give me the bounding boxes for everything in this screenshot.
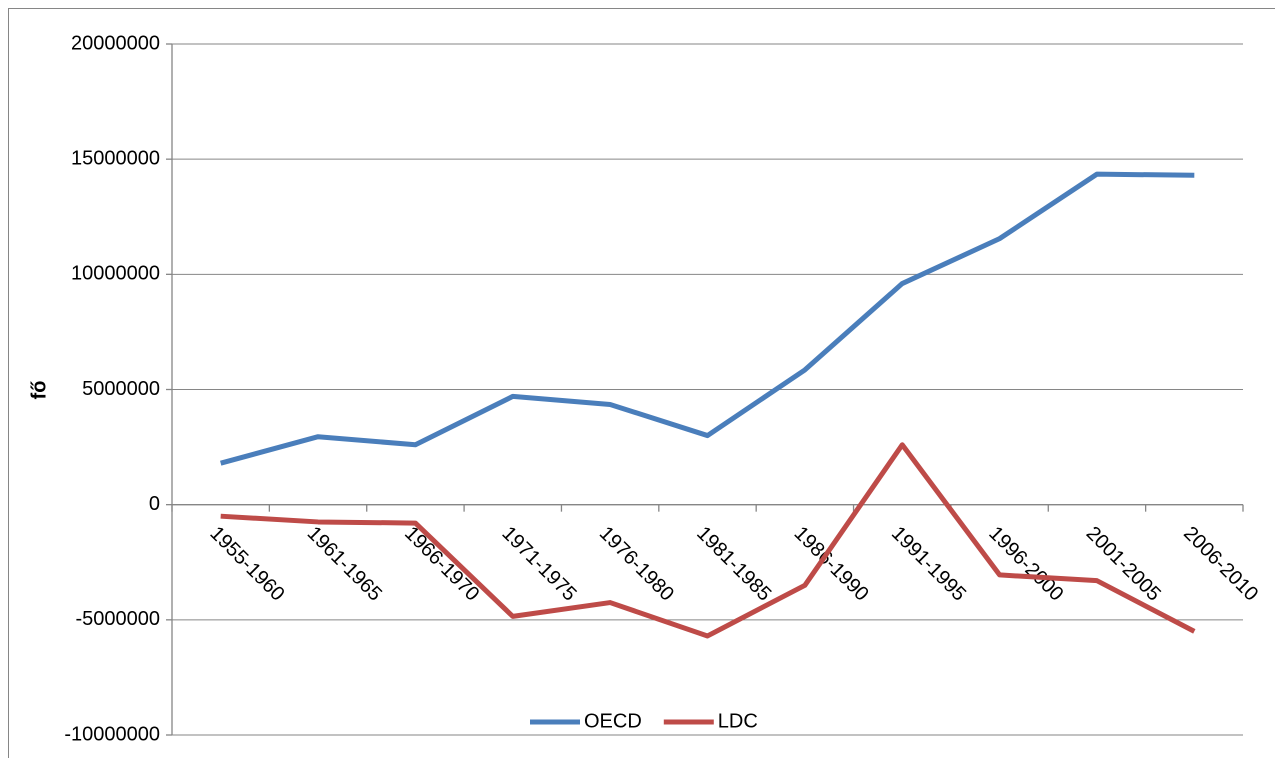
y-tick-label: 10000000 [71, 263, 160, 285]
x-tick-label: 1986-1990 [790, 522, 873, 605]
y-axis-label: fő [28, 381, 50, 400]
x-tick-label: 1981-1985 [692, 522, 775, 605]
x-tick-label: 1966-1970 [400, 522, 483, 605]
x-tick-label: 1961-1965 [303, 522, 386, 605]
legend-label: OECD [584, 710, 642, 732]
y-tick-label: 15000000 [71, 147, 160, 169]
x-tick-label: 1991-1995 [887, 522, 970, 605]
legend-label: LDC [718, 710, 758, 732]
line-series [220, 442, 1196, 639]
chart-border [8, 8, 1275, 758]
x-tick-label: 2006-2010 [1179, 522, 1262, 605]
y-tick-label: 0 [149, 493, 160, 515]
y-tick-label: -5000000 [75, 608, 160, 630]
x-tick-label: 1996-2000 [984, 522, 1067, 605]
y-tick-label: -10000000 [64, 723, 160, 745]
y-tick-label: 5000000 [82, 378, 160, 400]
y-tick-label: 20000000 [71, 32, 160, 54]
x-tick-label: 1976-1980 [595, 522, 678, 605]
x-tick-label: 1955-1960 [205, 522, 288, 605]
x-tick-label: 1971-1975 [498, 522, 581, 605]
line-series [220, 171, 1195, 466]
